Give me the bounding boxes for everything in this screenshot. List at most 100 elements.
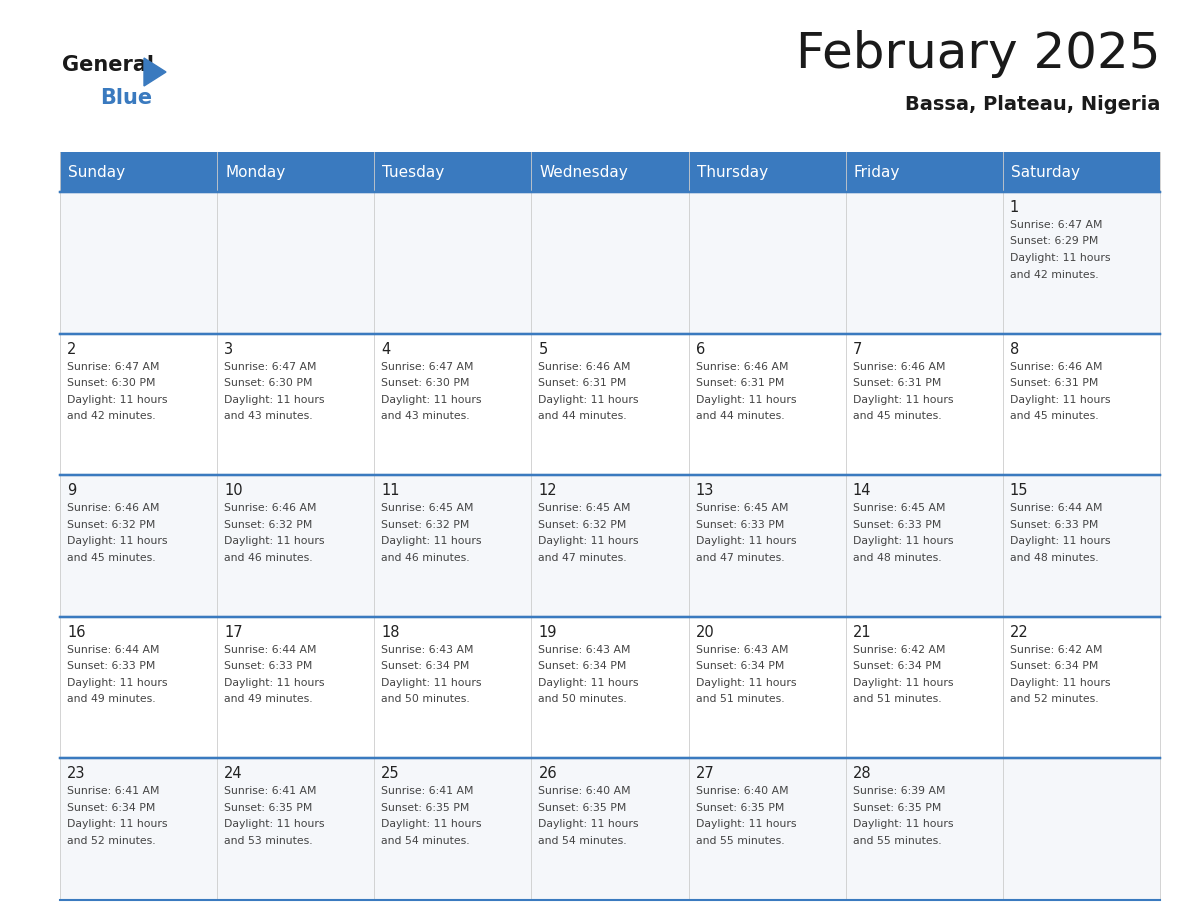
Bar (689, 476, 846, 617)
Bar (531, 617, 689, 758)
Text: and 45 minutes.: and 45 minutes. (1010, 411, 1099, 421)
Text: and 51 minutes.: and 51 minutes. (853, 694, 941, 704)
Bar (846, 476, 1003, 617)
Text: and 52 minutes.: and 52 minutes. (67, 836, 156, 845)
Text: and 45 minutes.: and 45 minutes. (67, 553, 156, 563)
Text: and 44 minutes.: and 44 minutes. (695, 411, 784, 421)
Text: Sunrise: 6:41 AM: Sunrise: 6:41 AM (67, 787, 159, 797)
Text: Sunset: 6:35 PM: Sunset: 6:35 PM (225, 803, 312, 813)
Text: Sunrise: 6:47 AM: Sunrise: 6:47 AM (225, 362, 317, 372)
Text: 7: 7 (853, 341, 862, 356)
Text: Sunset: 6:33 PM: Sunset: 6:33 PM (695, 520, 784, 530)
Text: Sunset: 6:34 PM: Sunset: 6:34 PM (1010, 661, 1098, 671)
Text: Sunrise: 6:41 AM: Sunrise: 6:41 AM (381, 787, 474, 797)
Text: Sunrise: 6:44 AM: Sunrise: 6:44 AM (1010, 503, 1102, 513)
Bar (1003, 192, 1159, 333)
Bar (217, 192, 374, 333)
Bar (1003, 617, 1159, 758)
Bar (531, 758, 689, 900)
Text: Sunday: Sunday (68, 164, 125, 180)
Text: Sunrise: 6:43 AM: Sunrise: 6:43 AM (538, 644, 631, 655)
Text: 18: 18 (381, 625, 400, 640)
Text: Sunrise: 6:46 AM: Sunrise: 6:46 AM (67, 503, 159, 513)
Text: Sunset: 6:35 PM: Sunset: 6:35 PM (695, 803, 784, 813)
Text: 25: 25 (381, 767, 400, 781)
Text: Sunrise: 6:44 AM: Sunrise: 6:44 AM (67, 644, 159, 655)
Text: Daylight: 11 hours: Daylight: 11 hours (1010, 395, 1111, 405)
Text: Monday: Monday (226, 164, 285, 180)
Text: Daylight: 11 hours: Daylight: 11 hours (381, 395, 482, 405)
Text: Daylight: 11 hours: Daylight: 11 hours (67, 820, 168, 829)
Text: 12: 12 (538, 483, 557, 498)
Text: 9: 9 (67, 483, 76, 498)
Text: and 50 minutes.: and 50 minutes. (538, 694, 627, 704)
Text: Daylight: 11 hours: Daylight: 11 hours (853, 677, 953, 688)
Text: and 49 minutes.: and 49 minutes. (225, 694, 312, 704)
Text: Daylight: 11 hours: Daylight: 11 hours (381, 677, 482, 688)
Bar (61, 476, 217, 617)
Text: Daylight: 11 hours: Daylight: 11 hours (381, 820, 482, 829)
Text: Sunset: 6:31 PM: Sunset: 6:31 PM (853, 378, 941, 388)
Text: Sunset: 6:33 PM: Sunset: 6:33 PM (225, 661, 312, 671)
Text: 24: 24 (225, 767, 242, 781)
Bar (689, 758, 846, 900)
Text: Sunset: 6:32 PM: Sunset: 6:32 PM (381, 520, 469, 530)
Text: Sunrise: 6:43 AM: Sunrise: 6:43 AM (381, 644, 474, 655)
Text: Daylight: 11 hours: Daylight: 11 hours (853, 395, 953, 405)
Text: and 49 minutes.: and 49 minutes. (67, 694, 156, 704)
Text: 22: 22 (1010, 625, 1029, 640)
Text: 2: 2 (67, 341, 76, 356)
Text: 28: 28 (853, 767, 871, 781)
Text: Tuesday: Tuesday (383, 164, 444, 180)
Text: Sunrise: 6:46 AM: Sunrise: 6:46 AM (695, 362, 788, 372)
Text: Wednesday: Wednesday (539, 164, 628, 180)
Text: Daylight: 11 hours: Daylight: 11 hours (1010, 253, 1111, 263)
Text: 14: 14 (853, 483, 871, 498)
Text: and 42 minutes.: and 42 minutes. (67, 411, 156, 421)
Text: Sunrise: 6:44 AM: Sunrise: 6:44 AM (225, 644, 317, 655)
Text: Sunrise: 6:46 AM: Sunrise: 6:46 AM (853, 362, 946, 372)
Text: Friday: Friday (854, 164, 901, 180)
Text: Daylight: 11 hours: Daylight: 11 hours (538, 677, 639, 688)
Text: Sunrise: 6:42 AM: Sunrise: 6:42 AM (1010, 644, 1102, 655)
Text: Sunrise: 6:45 AM: Sunrise: 6:45 AM (538, 503, 631, 513)
Text: Daylight: 11 hours: Daylight: 11 hours (695, 820, 796, 829)
Text: Thursday: Thursday (696, 164, 767, 180)
Text: February 2025: February 2025 (796, 30, 1159, 78)
Text: and 47 minutes.: and 47 minutes. (695, 553, 784, 563)
Text: Daylight: 11 hours: Daylight: 11 hours (225, 677, 324, 688)
Bar (531, 476, 689, 617)
Text: and 43 minutes.: and 43 minutes. (225, 411, 312, 421)
Text: Daylight: 11 hours: Daylight: 11 hours (67, 536, 168, 546)
Text: Daylight: 11 hours: Daylight: 11 hours (1010, 536, 1111, 546)
Bar (531, 333, 689, 476)
Text: and 55 minutes.: and 55 minutes. (853, 836, 941, 845)
Bar (217, 617, 374, 758)
Text: and 51 minutes.: and 51 minutes. (695, 694, 784, 704)
Text: Daylight: 11 hours: Daylight: 11 hours (225, 820, 324, 829)
Bar (374, 333, 531, 476)
Bar (689, 333, 846, 476)
Bar (374, 192, 531, 333)
Text: Sunrise: 6:39 AM: Sunrise: 6:39 AM (853, 787, 946, 797)
Text: and 44 minutes.: and 44 minutes. (538, 411, 627, 421)
Text: Daylight: 11 hours: Daylight: 11 hours (381, 536, 482, 546)
Text: Sunrise: 6:42 AM: Sunrise: 6:42 AM (853, 644, 946, 655)
Text: and 48 minutes.: and 48 minutes. (1010, 553, 1099, 563)
Text: Sunset: 6:32 PM: Sunset: 6:32 PM (538, 520, 627, 530)
Text: 15: 15 (1010, 483, 1029, 498)
Text: Sunrise: 6:46 AM: Sunrise: 6:46 AM (538, 362, 631, 372)
Text: and 50 minutes.: and 50 minutes. (381, 694, 470, 704)
Text: Sunset: 6:34 PM: Sunset: 6:34 PM (853, 661, 941, 671)
Text: Daylight: 11 hours: Daylight: 11 hours (695, 536, 796, 546)
Text: General: General (62, 55, 154, 75)
Text: Daylight: 11 hours: Daylight: 11 hours (538, 536, 639, 546)
Bar (374, 758, 531, 900)
Text: 19: 19 (538, 625, 557, 640)
Text: Sunrise: 6:46 AM: Sunrise: 6:46 AM (225, 503, 317, 513)
Text: 8: 8 (1010, 341, 1019, 356)
Text: 23: 23 (67, 767, 86, 781)
Text: Sunset: 6:29 PM: Sunset: 6:29 PM (1010, 237, 1098, 247)
Text: and 48 minutes.: and 48 minutes. (853, 553, 941, 563)
Bar (846, 333, 1003, 476)
